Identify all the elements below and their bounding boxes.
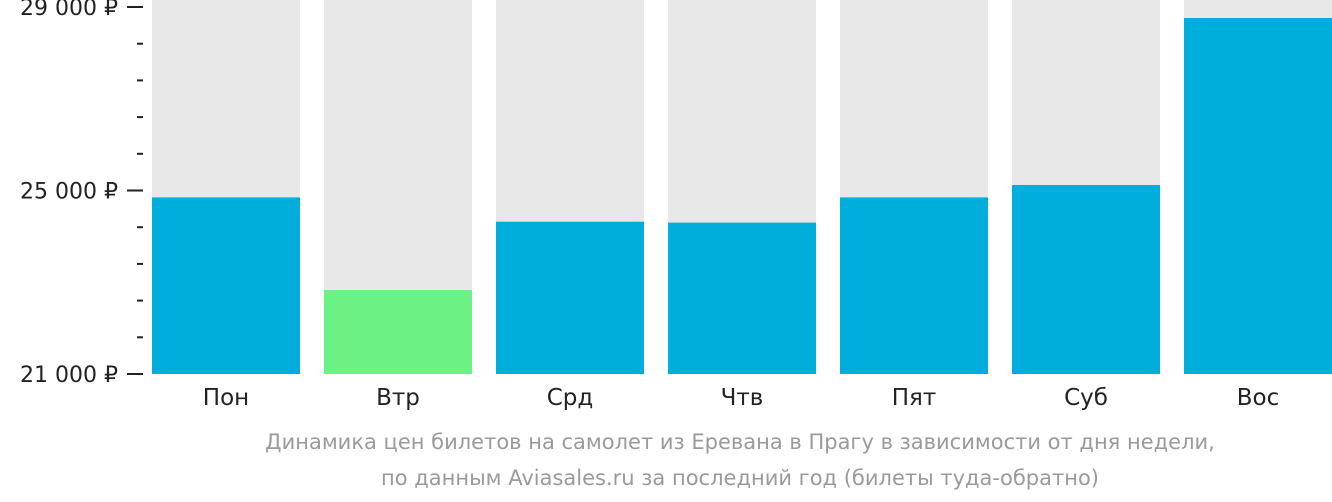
- x-axis-labels: Пон Втр Срд Чтв Пят Суб Вос: [203, 385, 1279, 411]
- y-tick-label: 29 000 ₽: [20, 0, 118, 21]
- bar-1: [152, 197, 300, 374]
- bar-5: [840, 197, 988, 374]
- y-tick-label: 21 000 ₽: [20, 363, 118, 388]
- bar-3: [496, 221, 644, 374]
- x-tick-label: Втр: [376, 385, 420, 411]
- bar-6: [1012, 184, 1160, 374]
- y-axis: 29 000 ₽ 25 000 ₽ 21 000 ₽: [20, 0, 143, 388]
- y-tick-label: 25 000 ₽: [20, 180, 118, 205]
- x-tick-label: Чтв: [721, 385, 764, 411]
- x-tick-label: Пон: [203, 385, 249, 411]
- bar-4: [668, 222, 816, 374]
- chart-caption-line-1: Динамика цен билетов на самолет из Ерева…: [265, 430, 1215, 454]
- x-tick-label: Пят: [892, 385, 937, 411]
- bar-2: [324, 290, 472, 374]
- x-tick-label: Срд: [547, 385, 594, 411]
- x-tick-label: Вос: [1237, 385, 1280, 411]
- x-tick-label: Суб: [1064, 385, 1108, 411]
- chart-caption-line-2: по данным Aviasales.ru за последний год …: [381, 466, 1099, 490]
- bar-7: [1184, 18, 1332, 374]
- bars-layer: [152, 0, 1332, 374]
